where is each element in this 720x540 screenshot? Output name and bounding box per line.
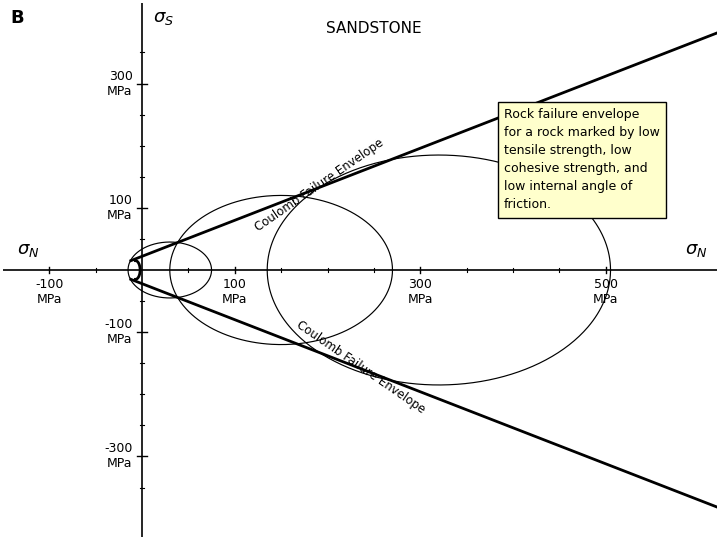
Text: -100
MPa: -100 MPa <box>104 318 132 346</box>
Text: $\sigma_N$: $\sigma_N$ <box>17 241 39 259</box>
Text: -300
MPa: -300 MPa <box>104 442 132 470</box>
Text: -100
MPa: -100 MPa <box>35 278 63 306</box>
Text: 100
MPa: 100 MPa <box>107 194 132 222</box>
Text: 300
MPa: 300 MPa <box>408 278 433 306</box>
Text: $\sigma_S$: $\sigma_S$ <box>153 9 174 27</box>
Text: SANDSTONE: SANDSTONE <box>326 22 422 36</box>
Text: Coulomb Failure Envelope: Coulomb Failure Envelope <box>253 136 386 234</box>
Text: 500
MPa: 500 MPa <box>593 278 618 306</box>
Text: $\sigma_N$: $\sigma_N$ <box>685 241 708 259</box>
Text: 300
MPa: 300 MPa <box>107 70 132 98</box>
Text: Rock failure envelope
for a rock marked by low
tensile strength, low
cohesive st: Rock failure envelope for a rock marked … <box>504 109 660 212</box>
Text: B: B <box>10 9 24 27</box>
Text: 100
MPa: 100 MPa <box>222 278 248 306</box>
Text: Coulomb Failure Envelope: Coulomb Failure Envelope <box>294 319 428 416</box>
